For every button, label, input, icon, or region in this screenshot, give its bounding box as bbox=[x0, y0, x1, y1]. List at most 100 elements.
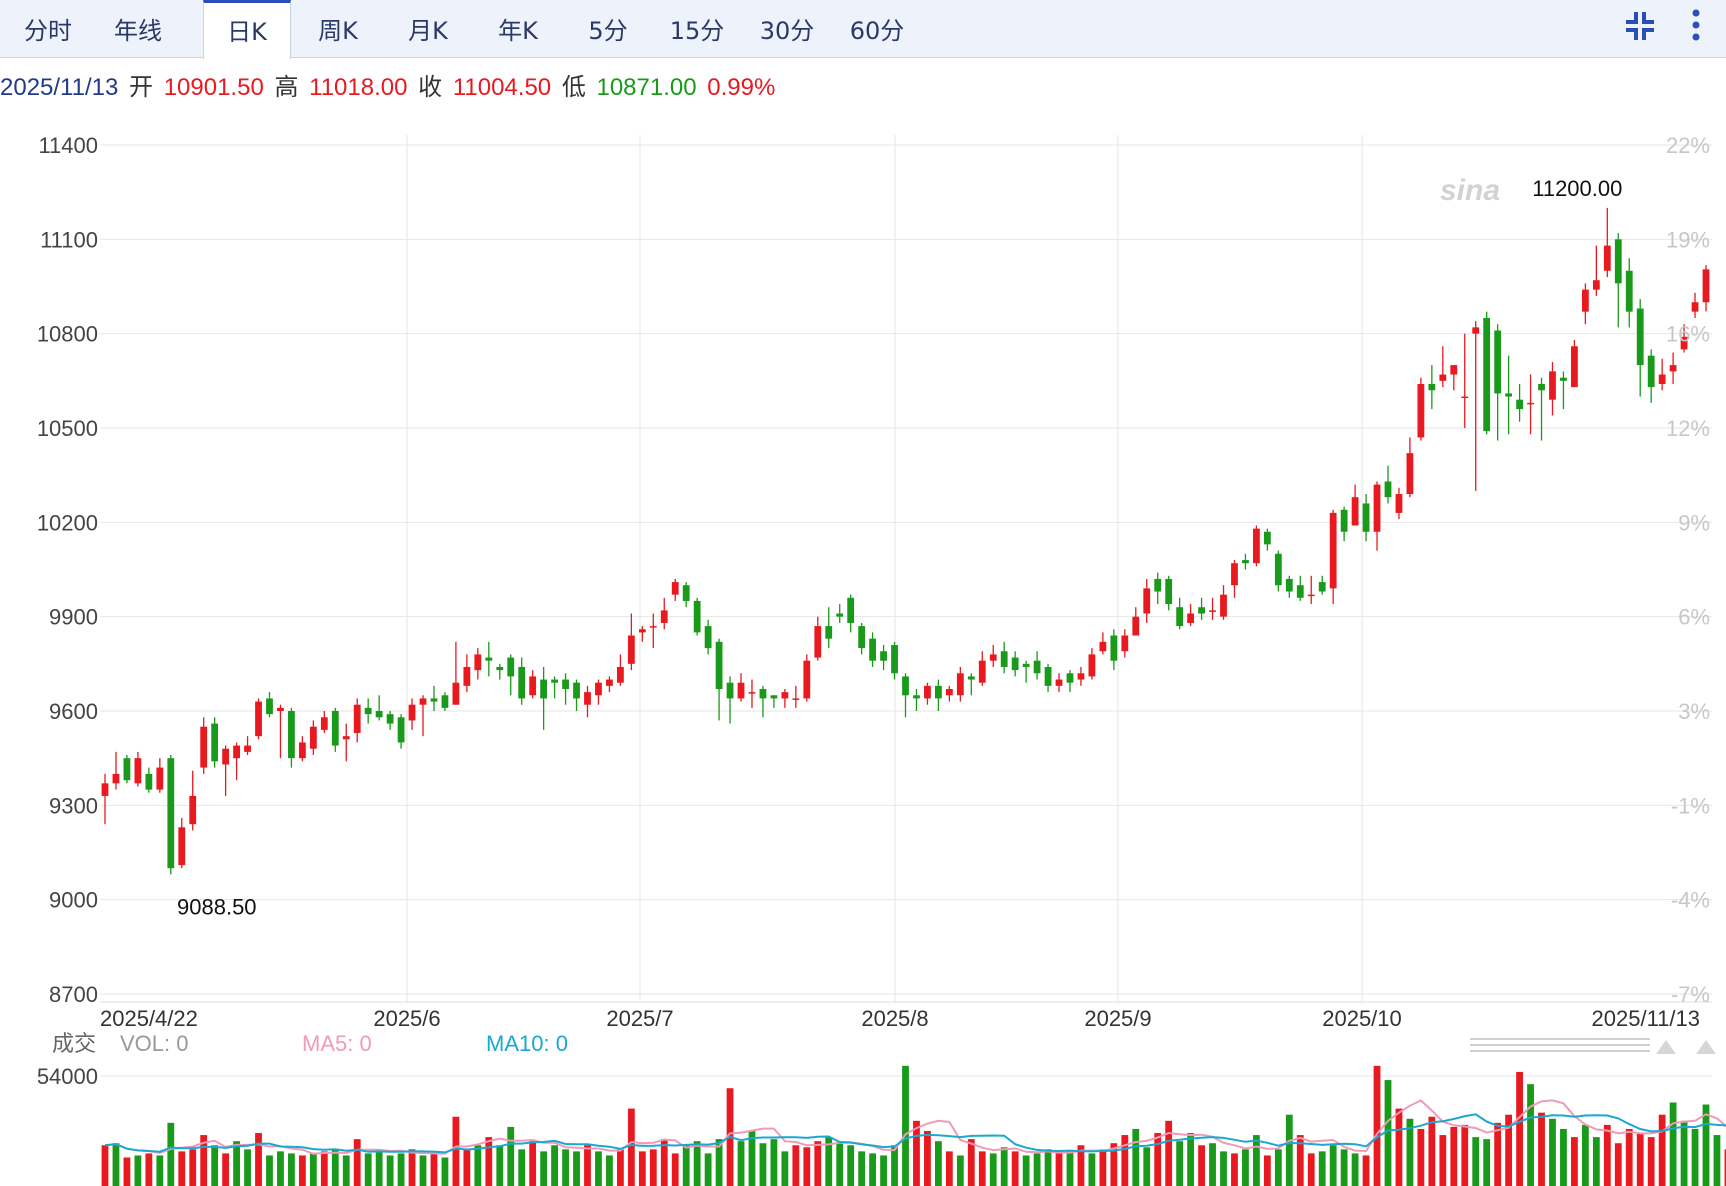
candle-body bbox=[606, 679, 613, 686]
volume-ma5-line bbox=[104, 1099, 1726, 1155]
volume-bar bbox=[507, 1126, 515, 1186]
candle-body bbox=[463, 666, 471, 686]
volume-bar bbox=[891, 1145, 898, 1186]
candle-body bbox=[1406, 453, 1414, 495]
candle-body bbox=[156, 767, 164, 790]
tab-monthly-k[interactable]: 月K bbox=[408, 17, 448, 45]
volume-bar bbox=[540, 1151, 548, 1186]
volume-bar bbox=[967, 1139, 975, 1186]
x-tick-label: 2025/6 bbox=[373, 1006, 440, 1031]
volume-bar bbox=[825, 1137, 833, 1186]
volume-bar bbox=[474, 1145, 482, 1186]
volume-bar bbox=[792, 1145, 800, 1186]
volume-bar bbox=[1242, 1149, 1249, 1186]
volume-bar bbox=[1044, 1149, 1052, 1186]
volume-bar bbox=[1614, 1143, 1622, 1186]
candle-body bbox=[945, 688, 953, 696]
volume-bars bbox=[101, 1065, 1726, 1186]
candle-body bbox=[1132, 616, 1140, 636]
volume-bar bbox=[1253, 1135, 1260, 1186]
volume-bar bbox=[1406, 1118, 1414, 1186]
candle-body bbox=[441, 695, 449, 708]
candle-body bbox=[320, 717, 328, 730]
candle-body bbox=[584, 692, 591, 705]
candle-body bbox=[956, 673, 964, 696]
volume-bar bbox=[320, 1151, 328, 1186]
candle-body bbox=[1417, 383, 1425, 438]
chart-grid bbox=[100, 135, 1712, 1003]
watermark-text: sina bbox=[1440, 174, 1500, 207]
volume-bar bbox=[1362, 1155, 1370, 1186]
volume-bar bbox=[1538, 1112, 1545, 1186]
volume-bar bbox=[222, 1153, 230, 1186]
quote-info-bar: 2025/11/13 开 10901.50 高 11018.00 收 11004… bbox=[0, 70, 779, 106]
candle-body bbox=[1439, 374, 1447, 381]
volume-bar bbox=[551, 1145, 558, 1186]
candle-body bbox=[167, 758, 175, 869]
candle-body bbox=[1538, 383, 1545, 391]
volume-bar bbox=[978, 1151, 986, 1186]
more-vertical-icon[interactable] bbox=[1676, 6, 1716, 46]
candle-body bbox=[134, 758, 142, 784]
candle-body bbox=[1669, 365, 1677, 372]
volume-bar bbox=[1603, 1124, 1611, 1186]
volume-bar bbox=[1571, 1137, 1578, 1186]
candle-body bbox=[112, 773, 120, 784]
tab-yearline[interactable]: 年线 bbox=[114, 17, 162, 45]
tab-intraday[interactable]: 分时 bbox=[24, 17, 72, 45]
volume-bar bbox=[1066, 1151, 1074, 1186]
candle-body bbox=[1000, 651, 1008, 667]
volume-bar bbox=[638, 1151, 646, 1186]
candlestick-chart[interactable]: sina 11400 22% 11100 19% 10800 16% 10500 12% 102… bbox=[0, 120, 1726, 1040]
chart-scroll-handle[interactable] bbox=[1470, 1030, 1720, 1058]
volume-bar bbox=[1165, 1120, 1173, 1186]
volume-bar bbox=[244, 1149, 251, 1186]
volume-bar bbox=[342, 1155, 350, 1186]
x-tick-label: 2025/7 bbox=[606, 1006, 673, 1031]
candle-body bbox=[1088, 654, 1096, 677]
candle-body bbox=[1274, 553, 1282, 586]
pct-tick-label: 16% bbox=[1666, 322, 1710, 347]
volume-bar bbox=[1417, 1128, 1425, 1186]
candle-body bbox=[803, 660, 811, 699]
volume-bar bbox=[1143, 1147, 1151, 1186]
candle-body bbox=[1614, 239, 1622, 284]
collapse-icon[interactable] bbox=[1620, 6, 1660, 46]
max-price-label: 11200.00 bbox=[1532, 176, 1622, 201]
volume-bar bbox=[1329, 1145, 1337, 1186]
tab-yearly-k[interactable]: 年K bbox=[498, 17, 538, 45]
volume-bar bbox=[1296, 1135, 1304, 1186]
candle-body bbox=[386, 714, 394, 724]
volume-bar bbox=[419, 1155, 427, 1186]
candle-body bbox=[1165, 578, 1173, 605]
candle-body bbox=[529, 676, 537, 696]
candle-body bbox=[309, 726, 317, 749]
candle-body bbox=[452, 682, 460, 705]
volume-bar bbox=[408, 1149, 416, 1186]
candle-body bbox=[1483, 317, 1491, 432]
volume-bar bbox=[211, 1145, 219, 1186]
tab-5min[interactable]: 5分 bbox=[588, 17, 628, 45]
volume-bar bbox=[463, 1149, 471, 1186]
volume-bar bbox=[233, 1141, 240, 1186]
volume-bar bbox=[660, 1139, 668, 1186]
volume-chart[interactable]: 54000 bbox=[0, 1060, 1726, 1186]
volume-bar bbox=[1724, 1149, 1726, 1186]
tab-weekly-k[interactable]: 周K bbox=[318, 17, 358, 45]
volume-bar bbox=[715, 1139, 723, 1186]
tab-15min[interactable]: 15分 bbox=[669, 17, 725, 45]
tab-30min[interactable]: 30分 bbox=[759, 17, 815, 45]
candle-body bbox=[836, 613, 844, 617]
sina-watermark-logo: sina bbox=[1440, 174, 1500, 207]
volume-bar bbox=[309, 1153, 317, 1186]
volume-bar bbox=[1527, 1084, 1534, 1186]
tab-60min[interactable]: 60分 bbox=[849, 17, 905, 45]
volume-bar bbox=[606, 1155, 613, 1186]
volume-bar bbox=[1483, 1139, 1491, 1186]
volume-bar bbox=[1351, 1153, 1359, 1186]
tab-daily-k[interactable]: 日K bbox=[203, 0, 291, 59]
candle-body bbox=[913, 695, 920, 699]
candle-body bbox=[222, 748, 230, 765]
x-tick-label: 2025/11/13 bbox=[1592, 1006, 1700, 1031]
candle-body bbox=[1077, 673, 1085, 680]
